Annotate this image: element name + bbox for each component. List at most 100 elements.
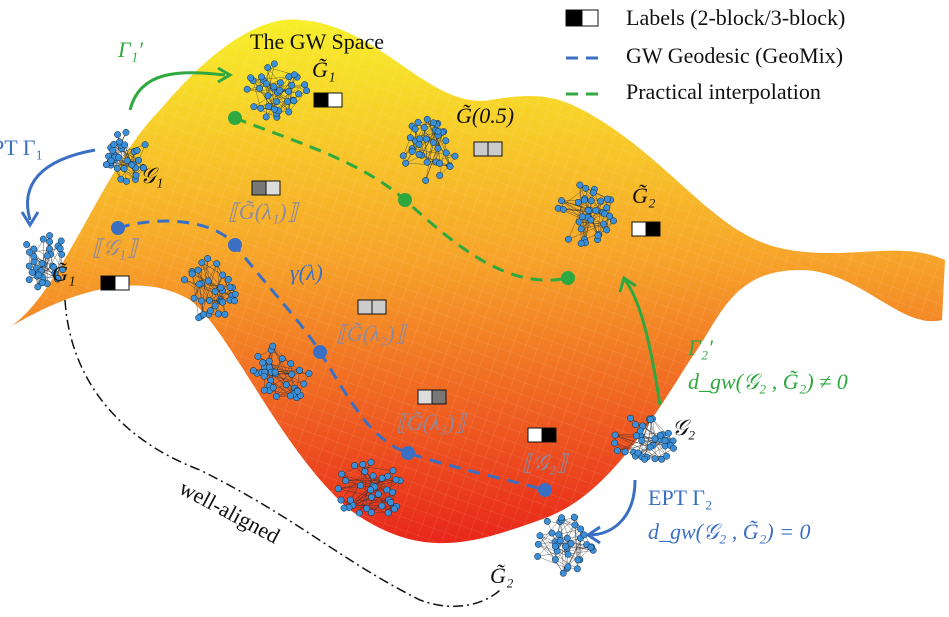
node [265, 357, 273, 365]
node [387, 499, 395, 506]
node [389, 467, 397, 475]
node [188, 270, 196, 278]
node [429, 119, 437, 127]
node [123, 157, 131, 165]
node [110, 140, 118, 148]
node [120, 165, 128, 173]
legend-label: Practical interpolation [626, 79, 821, 104]
edge [427, 155, 456, 163]
node [663, 452, 671, 460]
edge [558, 528, 581, 535]
node [342, 477, 350, 485]
node [361, 468, 369, 475]
node [46, 238, 54, 246]
node [135, 156, 142, 164]
node [656, 431, 664, 439]
edge [366, 489, 388, 509]
node [288, 370, 296, 378]
node [658, 455, 666, 463]
node [250, 103, 258, 111]
edge [654, 448, 674, 459]
label: ⟦G̃(λ₁)⟧ [228, 199, 300, 224]
node [58, 250, 66, 258]
node [231, 290, 239, 298]
node [423, 115, 431, 123]
label: G̃₂ [632, 183, 656, 208]
edge [276, 363, 292, 397]
node [434, 127, 442, 135]
node [534, 540, 542, 548]
edge [338, 479, 397, 489]
node [567, 540, 575, 548]
node [368, 493, 376, 501]
node [247, 74, 255, 82]
node [422, 135, 430, 143]
node [123, 177, 130, 185]
node [211, 287, 219, 295]
node [378, 474, 386, 482]
edge [343, 485, 361, 509]
node [415, 140, 423, 148]
node [284, 98, 291, 106]
node [128, 161, 136, 169]
surface [5, 19, 945, 544]
node [577, 239, 585, 247]
node [346, 496, 354, 504]
edge [577, 538, 581, 561]
label: G̃₂ [490, 563, 514, 588]
node [133, 147, 141, 155]
node [219, 298, 227, 306]
label: G̃₁ [52, 261, 76, 286]
node [589, 189, 597, 197]
node [555, 531, 563, 539]
edge [387, 480, 401, 513]
node [636, 427, 644, 435]
legend-label: Labels (2-block/3-block) [626, 5, 845, 30]
edge [581, 223, 604, 230]
node [219, 271, 227, 279]
node [574, 556, 582, 564]
label: d_gw(𝒢₂ , G̃₂) ≠ 0 [688, 369, 848, 394]
node [606, 212, 614, 220]
edge [350, 462, 372, 501]
node [38, 259, 46, 267]
node [276, 79, 284, 87]
node [340, 504, 348, 512]
edge [288, 74, 295, 112]
edge [594, 189, 604, 225]
node [34, 283, 42, 291]
label: PT Γ₁ [0, 135, 43, 160]
node [422, 177, 430, 184]
node [584, 206, 592, 214]
edge [561, 200, 604, 225]
node [351, 462, 359, 469]
node [446, 163, 454, 170]
node [259, 359, 267, 367]
node [632, 432, 640, 440]
node [272, 392, 280, 400]
node [664, 429, 672, 437]
node [597, 197, 605, 205]
node [580, 531, 588, 539]
node [367, 509, 375, 517]
node [384, 509, 392, 517]
node [559, 569, 567, 577]
edge [41, 241, 50, 264]
node [369, 472, 377, 480]
node [59, 266, 67, 274]
node [195, 314, 203, 322]
node [260, 386, 268, 394]
node [576, 181, 584, 189]
node [262, 113, 270, 121]
edge [184, 279, 226, 315]
node [30, 252, 38, 260]
edge [537, 556, 568, 569]
node [573, 565, 581, 573]
node [423, 158, 431, 166]
node [575, 218, 583, 226]
node [670, 444, 677, 452]
node [355, 509, 363, 517]
node [257, 104, 265, 112]
node [213, 260, 221, 268]
